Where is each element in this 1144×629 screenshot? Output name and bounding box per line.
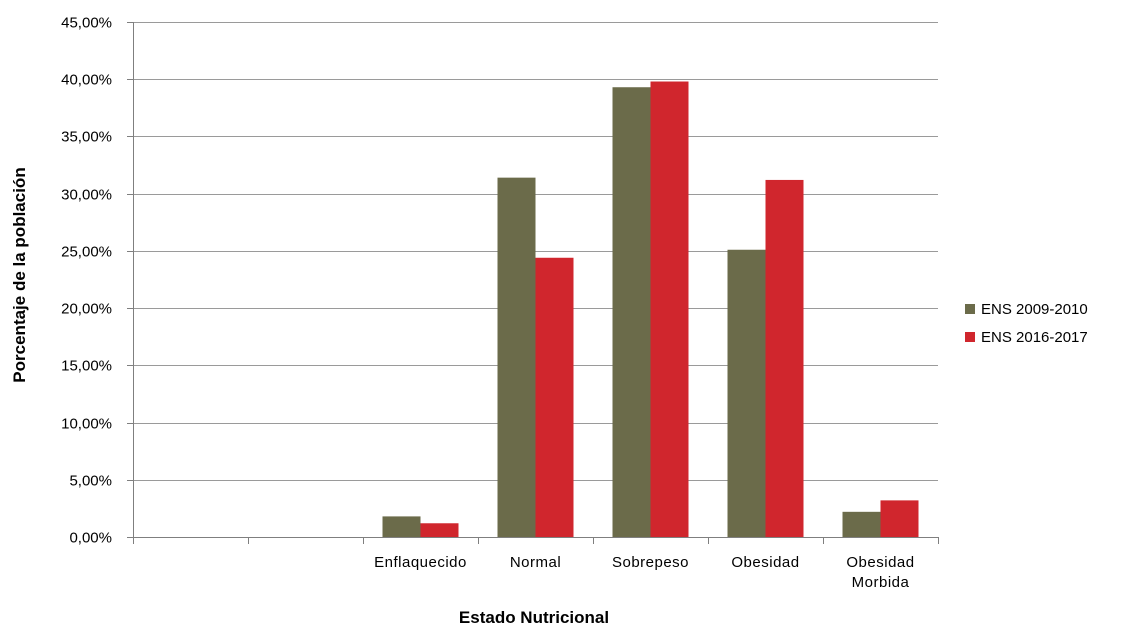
bar-2: [420, 523, 459, 537]
bar-1: [382, 516, 421, 537]
legend-swatch: [965, 304, 975, 314]
bars: [382, 81, 919, 537]
x-axis-title: Estado Nutricional: [459, 608, 609, 627]
legend-swatch: [965, 332, 975, 342]
y-tick-label: 40,00%: [61, 72, 112, 89]
x-category-label: Enflaquecido: [374, 554, 467, 571]
x-category-label: Obesidad: [731, 554, 799, 571]
axes: [133, 22, 939, 544]
y-tick-labels: 0,00% 5,00% 10,00% 15,00% 20,00% 25,00% 30,00%…: [61, 15, 112, 547]
bar-1: [842, 511, 881, 537]
x-category-label: Normal: [510, 554, 561, 571]
y-axis-title: Porcentaje de la población: [10, 167, 29, 382]
legend: ENS 2009-2010 ENS 2016-2017: [965, 301, 1088, 346]
x-category-label: Sobrepeso: [612, 554, 689, 571]
y-tick-label: 5,00%: [69, 473, 112, 490]
bar-1: [612, 87, 651, 537]
y-tick-label: 20,00%: [61, 301, 112, 318]
bar-2: [765, 179, 804, 537]
bar-2: [650, 81, 689, 537]
legend-label: ENS 2009-2010: [981, 301, 1088, 318]
y-tick-label: 25,00%: [61, 244, 112, 261]
y-tick-label: 30,00%: [61, 187, 112, 204]
y-tick-label: 35,00%: [61, 129, 112, 146]
bar-1: [727, 249, 766, 537]
y-tick-label: 15,00%: [61, 358, 112, 375]
bar-1: [497, 177, 536, 537]
x-category-labels: Enflaquecido Normal Sobrepeso Obesidad Obesi…: [374, 554, 914, 591]
bar-2: [880, 500, 919, 537]
y-tick-label: 0,00%: [69, 530, 112, 547]
y-tick-label: 10,00%: [61, 416, 112, 433]
bar-2: [535, 257, 574, 537]
legend-label: ENS 2016-2017: [981, 329, 1088, 346]
x-category-label: Obesidad Morbida: [846, 554, 914, 591]
y-tick-label: 45,00%: [61, 15, 112, 32]
